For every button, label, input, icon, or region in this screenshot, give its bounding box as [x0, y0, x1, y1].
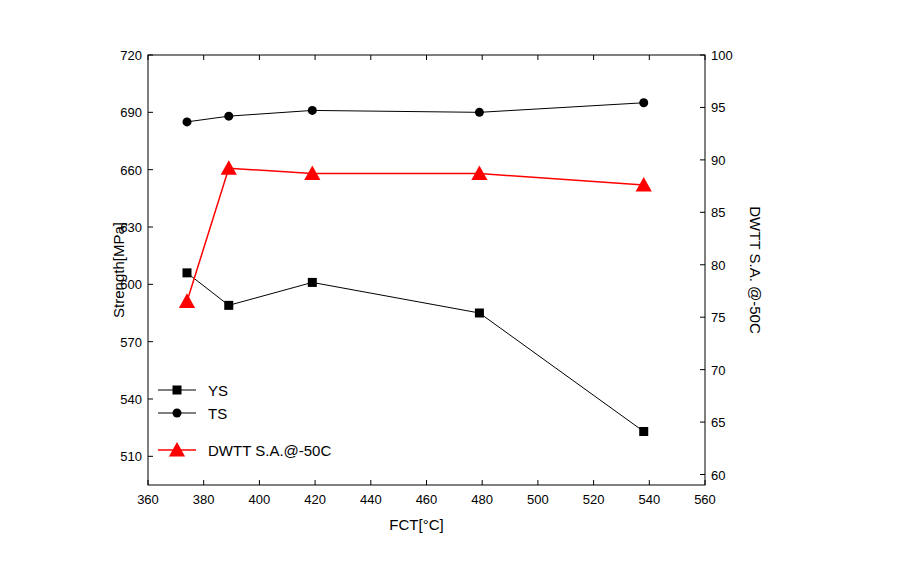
data-point: [308, 278, 317, 287]
x-tick: [537, 480, 538, 485]
x-tick: [705, 480, 706, 485]
y-tick: [148, 341, 153, 342]
y2-tick: [700, 422, 705, 423]
legend-marker: [169, 442, 185, 457]
y2-tick: [700, 264, 705, 265]
y-tick-label: 690: [120, 105, 142, 120]
chart: 360 380 400 420 440 460 480 500 520 540 560 510 540 5…: [0, 0, 911, 561]
data-point: [221, 160, 237, 175]
data-point: [224, 112, 233, 121]
x-tick-label: 420: [304, 492, 326, 507]
legend-marker: [173, 386, 182, 395]
y2-tick-label: 100: [711, 48, 733, 63]
y2-tick-label: 65: [711, 415, 725, 430]
y-tick: [148, 112, 153, 113]
data-point: [475, 309, 484, 318]
legend-label: DWTT S.A.@-50C: [208, 442, 331, 459]
data-point: [639, 98, 648, 107]
y2-tick-label: 70: [711, 363, 725, 378]
x-tick: [482, 480, 483, 485]
legend-label: TS: [208, 405, 227, 422]
x-tick-label: 500: [527, 492, 549, 507]
x-tick-top: [649, 55, 650, 60]
data-point: [182, 117, 191, 126]
x-tick-top: [482, 55, 483, 60]
data-point: [639, 427, 648, 436]
y2-tick: [700, 474, 705, 475]
y-tick: [148, 55, 153, 56]
x-tick-label: 520: [583, 492, 605, 507]
y-tick-label: 660: [120, 163, 142, 178]
y-tick-label: 570: [120, 335, 142, 350]
data-point: [224, 301, 233, 310]
data-point: [308, 106, 317, 115]
y2-axis-title: DWTT S.A. @-50C: [747, 206, 764, 334]
data-point: [471, 165, 487, 180]
y2-tick-label: 75: [711, 310, 725, 325]
data-point: [179, 293, 195, 308]
y2-tick-label: 80: [711, 258, 725, 273]
x-tick-top: [203, 55, 204, 60]
x-tick: [259, 480, 260, 485]
y2-tick: [700, 317, 705, 318]
y2-tick-label: 95: [711, 100, 725, 115]
y-tick: [148, 227, 153, 228]
x-tick-top: [593, 55, 594, 60]
legend-marker: [173, 409, 182, 418]
x-axis-title: FCT[°C]: [389, 516, 443, 533]
series-line: [187, 103, 644, 122]
y-tick: [148, 399, 153, 400]
x-tick-label: 480: [471, 492, 493, 507]
data-point: [304, 165, 320, 180]
legend-label: YS: [208, 382, 228, 399]
x-tick-top: [426, 55, 427, 60]
data-point: [636, 177, 652, 192]
y2-tick: [700, 159, 705, 160]
x-tick-top: [537, 55, 538, 60]
x-tick: [148, 480, 149, 485]
y2-tick: [700, 55, 705, 56]
x-tick-label: 440: [360, 492, 382, 507]
data-point: [475, 108, 484, 117]
x-tick: [426, 480, 427, 485]
x-tick-top: [370, 55, 371, 60]
y-tick: [148, 169, 153, 170]
y-tick-label: 510: [120, 449, 142, 464]
x-tick-top: [259, 55, 260, 60]
x-tick: [370, 480, 371, 485]
y2-tick: [700, 212, 705, 213]
x-tick: [203, 480, 204, 485]
y-tick-label: 540: [120, 392, 142, 407]
y2-tick-label: 60: [711, 468, 725, 483]
plot-frame: [148, 55, 705, 485]
x-tick-label: 560: [694, 492, 716, 507]
x-tick: [649, 480, 650, 485]
x-tick-top: [148, 55, 149, 60]
plot-area: [179, 98, 652, 436]
x-tick-label: 460: [416, 492, 438, 507]
y-tick: [148, 456, 153, 457]
data-point: [182, 268, 191, 277]
series-line: [187, 168, 644, 301]
x-tick-label: 380: [193, 492, 215, 507]
y2-tick-label: 90: [711, 153, 725, 168]
y-axis-title: Strength[MPa]: [110, 222, 127, 318]
y-tick: [148, 284, 153, 285]
y2-tick-label: 85: [711, 205, 725, 220]
y2-tick: [700, 369, 705, 370]
x-tick: [315, 480, 316, 485]
x-tick-label: 540: [638, 492, 660, 507]
x-tick-label: 360: [137, 492, 159, 507]
x-tick-top: [315, 55, 316, 60]
x-tick-label: 400: [249, 492, 271, 507]
x-tick: [593, 480, 594, 485]
x-tick-top: [705, 55, 706, 60]
y-tick-label: 720: [120, 48, 142, 63]
series-line: [187, 273, 644, 432]
y2-tick: [700, 107, 705, 108]
